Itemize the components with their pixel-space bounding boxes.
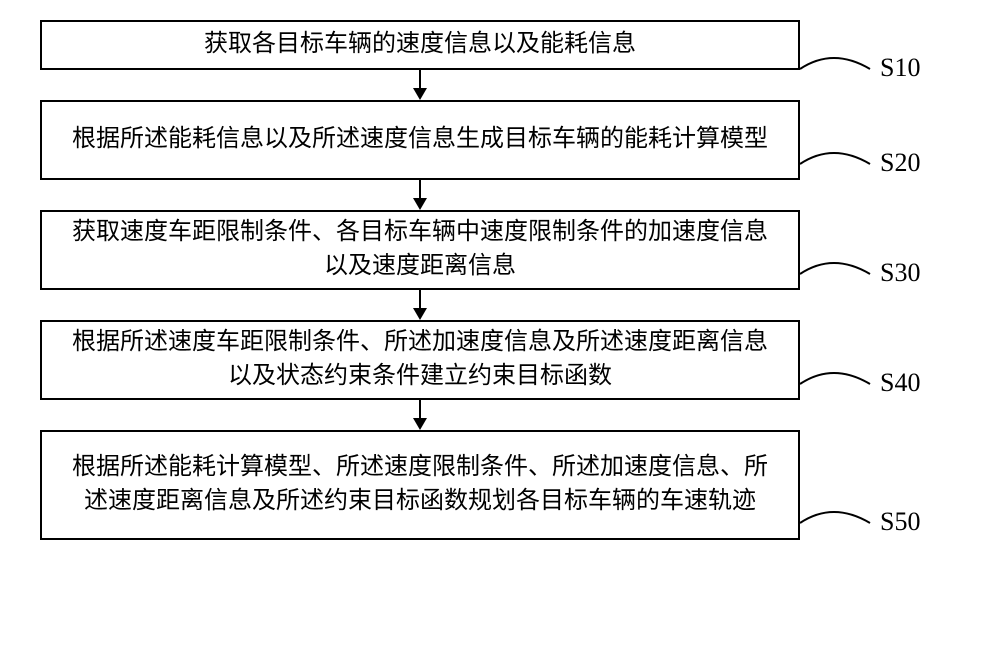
step-box-s40: 根据所述速度车距限制条件、所述加速度信息及所述速度距离信息以及状态约束条件建立约… — [40, 320, 800, 400]
step-row: 根据所述速度车距限制条件、所述加速度信息及所述速度距离信息以及状态约束条件建立约… — [40, 320, 960, 400]
step-label-s40: S40 — [880, 368, 920, 398]
arrow-down-icon — [408, 70, 432, 100]
step-row: 根据所述能耗信息以及所述速度信息生成目标车辆的能耗计算模型 S20 — [40, 100, 960, 180]
arrow — [40, 70, 800, 100]
arrow-down-icon — [408, 290, 432, 320]
step-text: 根据所述速度车距限制条件、所述加速度信息及所述速度距离信息以及状态约束条件建立约… — [62, 326, 778, 393]
step-text: 获取速度车距限制条件、各目标车辆中速度限制条件的加速度信息以及速度距离信息 — [62, 216, 778, 283]
step-label-s20: S20 — [880, 148, 920, 178]
step-box-s20: 根据所述能耗信息以及所述速度信息生成目标车辆的能耗计算模型 — [40, 100, 800, 180]
step-text: 根据所述能耗计算模型、所述速度限制条件、所述加速度信息、所述速度距离信息及所述约… — [62, 451, 778, 518]
connector-curve — [798, 254, 878, 294]
step-row: 获取各目标车辆的速度信息以及能耗信息 S10 — [40, 20, 960, 70]
step-row: 根据所述能耗计算模型、所述速度限制条件、所述加速度信息、所述速度距离信息及所述约… — [40, 430, 960, 540]
connector-curve — [798, 144, 878, 184]
arrow-down-icon — [408, 400, 432, 430]
arrow-down-icon — [408, 180, 432, 210]
step-label-s30: S30 — [880, 258, 920, 288]
step-box-s50: 根据所述能耗计算模型、所述速度限制条件、所述加速度信息、所述速度距离信息及所述约… — [40, 430, 800, 540]
step-text: 获取各目标车辆的速度信息以及能耗信息 — [204, 28, 636, 62]
step-box-s10: 获取各目标车辆的速度信息以及能耗信息 — [40, 20, 800, 70]
arrow — [40, 400, 800, 430]
connector-curve — [798, 49, 878, 89]
arrow — [40, 180, 800, 210]
step-text: 根据所述能耗信息以及所述速度信息生成目标车辆的能耗计算模型 — [72, 123, 768, 157]
connector-curve — [798, 503, 878, 543]
step-row: 获取速度车距限制条件、各目标车辆中速度限制条件的加速度信息以及速度距离信息 S3… — [40, 210, 960, 290]
flowchart-container: 获取各目标车辆的速度信息以及能耗信息 S10 根据所述能耗信息以及所述速度信息生… — [40, 20, 960, 540]
arrow — [40, 290, 800, 320]
step-label-s10: S10 — [880, 53, 920, 83]
connector-curve — [798, 364, 878, 404]
step-box-s30: 获取速度车距限制条件、各目标车辆中速度限制条件的加速度信息以及速度距离信息 — [40, 210, 800, 290]
step-label-s50: S50 — [880, 507, 920, 537]
